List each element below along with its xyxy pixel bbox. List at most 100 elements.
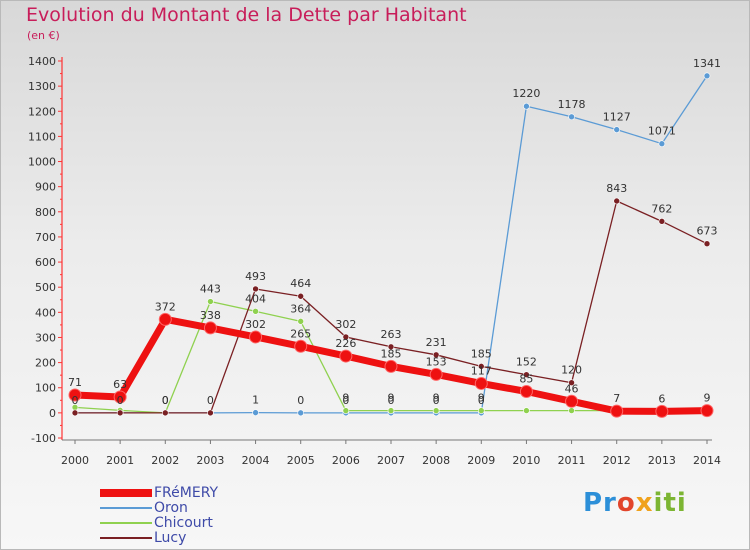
data-label: 0 xyxy=(342,394,349,407)
data-point xyxy=(252,409,259,416)
data-label: 302 xyxy=(335,318,356,331)
data-label: 85 xyxy=(519,373,533,386)
x-tick-label: 2002 xyxy=(151,454,179,467)
y-tick-label: 100 xyxy=(35,382,56,395)
data-point xyxy=(523,371,530,378)
x-tick-label: 2004 xyxy=(242,454,270,467)
data-label: 185 xyxy=(381,347,402,360)
data-point xyxy=(116,409,124,417)
y-tick-label: 700 xyxy=(35,231,56,244)
data-point xyxy=(523,102,530,110)
data-point xyxy=(342,333,350,341)
data-label: 0 xyxy=(162,394,169,407)
y-tick-label: 900 xyxy=(35,181,56,194)
data-label: 0 xyxy=(117,394,124,407)
data-point xyxy=(474,376,488,390)
data-point xyxy=(161,409,169,417)
data-label: 265 xyxy=(290,327,311,340)
y-tick-label: 1400 xyxy=(28,55,56,68)
y-tick-label: 0 xyxy=(49,407,56,420)
data-label: 1178 xyxy=(558,98,586,111)
x-tick-label: 2006 xyxy=(332,454,360,467)
y-tick-label: 200 xyxy=(35,357,56,370)
data-label: 673 xyxy=(697,225,718,238)
data-point xyxy=(658,218,666,225)
data-point xyxy=(477,363,485,370)
data-point xyxy=(294,339,308,353)
logo-part: x xyxy=(635,488,654,518)
x-tick-label: 2003 xyxy=(196,454,224,467)
data-label: 1341 xyxy=(693,57,721,70)
data-point xyxy=(568,379,575,387)
data-point xyxy=(384,359,398,373)
legend-label: Chicourt xyxy=(154,515,213,531)
x-tick-label: 2008 xyxy=(422,454,450,467)
y-tick-label: 400 xyxy=(35,306,56,319)
data-point xyxy=(203,321,217,335)
data-point xyxy=(339,349,353,363)
data-label: 185 xyxy=(471,347,492,360)
data-point xyxy=(297,318,305,325)
data-label: 0 xyxy=(72,394,79,407)
x-tick-label: 2005 xyxy=(287,454,315,467)
data-point xyxy=(568,113,575,121)
y-tick-label: 300 xyxy=(35,331,56,344)
data-point xyxy=(207,298,214,305)
data-point xyxy=(568,407,575,414)
y-tick-label: 600 xyxy=(35,256,56,269)
data-label: 71 xyxy=(68,376,82,389)
x-tick-label: 2010 xyxy=(512,454,540,467)
data-label: 9 xyxy=(478,392,485,405)
legend-item: Lucy xyxy=(100,530,300,546)
data-label: 120 xyxy=(561,364,582,377)
legend-swatch xyxy=(100,537,152,539)
x-tick-label: 2011 xyxy=(558,454,586,467)
data-label: 0 xyxy=(478,394,485,407)
data-point xyxy=(519,385,533,399)
data-point xyxy=(432,407,440,414)
chart-unit: (en €) xyxy=(27,29,60,42)
data-label: 843 xyxy=(606,182,627,195)
x-tick-label: 2013 xyxy=(648,454,676,467)
data-point xyxy=(610,404,624,418)
data-point xyxy=(158,312,172,326)
data-point xyxy=(613,197,621,205)
data-label: 404 xyxy=(245,292,266,305)
data-label: 1127 xyxy=(603,111,631,124)
data-point xyxy=(565,394,579,408)
data-point xyxy=(523,407,530,414)
y-tick-label: 1200 xyxy=(28,105,56,118)
logo-part: o xyxy=(616,488,636,518)
data-point xyxy=(71,409,79,417)
data-point xyxy=(297,292,305,300)
data-point xyxy=(207,409,214,417)
y-tick-label: 1300 xyxy=(28,80,56,93)
data-point xyxy=(700,404,714,418)
data-label: 493 xyxy=(245,270,266,283)
data-label: 1071 xyxy=(648,125,676,138)
y-tick-label: 1100 xyxy=(28,130,56,143)
data-label: 152 xyxy=(516,356,537,369)
data-point xyxy=(658,140,666,147)
data-label: 0 xyxy=(388,394,395,407)
legend-label: Lucy xyxy=(154,530,187,546)
data-label: 0 xyxy=(297,394,304,407)
data-point xyxy=(477,407,485,414)
legend-item: Oron xyxy=(100,500,300,516)
legend-item: Chicourt xyxy=(100,515,300,531)
legend-label: FRéMERY xyxy=(154,485,219,501)
data-point xyxy=(68,388,82,402)
x-tick-label: 2009 xyxy=(467,454,495,467)
x-tick-label: 2007 xyxy=(377,454,405,467)
data-label: 263 xyxy=(381,328,402,341)
data-point xyxy=(655,404,669,418)
data-point xyxy=(249,330,263,344)
data-point xyxy=(252,308,259,315)
data-label: 9 xyxy=(388,392,395,405)
legend-swatch xyxy=(100,507,152,509)
data-label: 231 xyxy=(426,336,447,349)
data-point xyxy=(387,343,395,351)
data-label: 338 xyxy=(200,309,221,322)
y-tick-label: 500 xyxy=(35,281,56,294)
